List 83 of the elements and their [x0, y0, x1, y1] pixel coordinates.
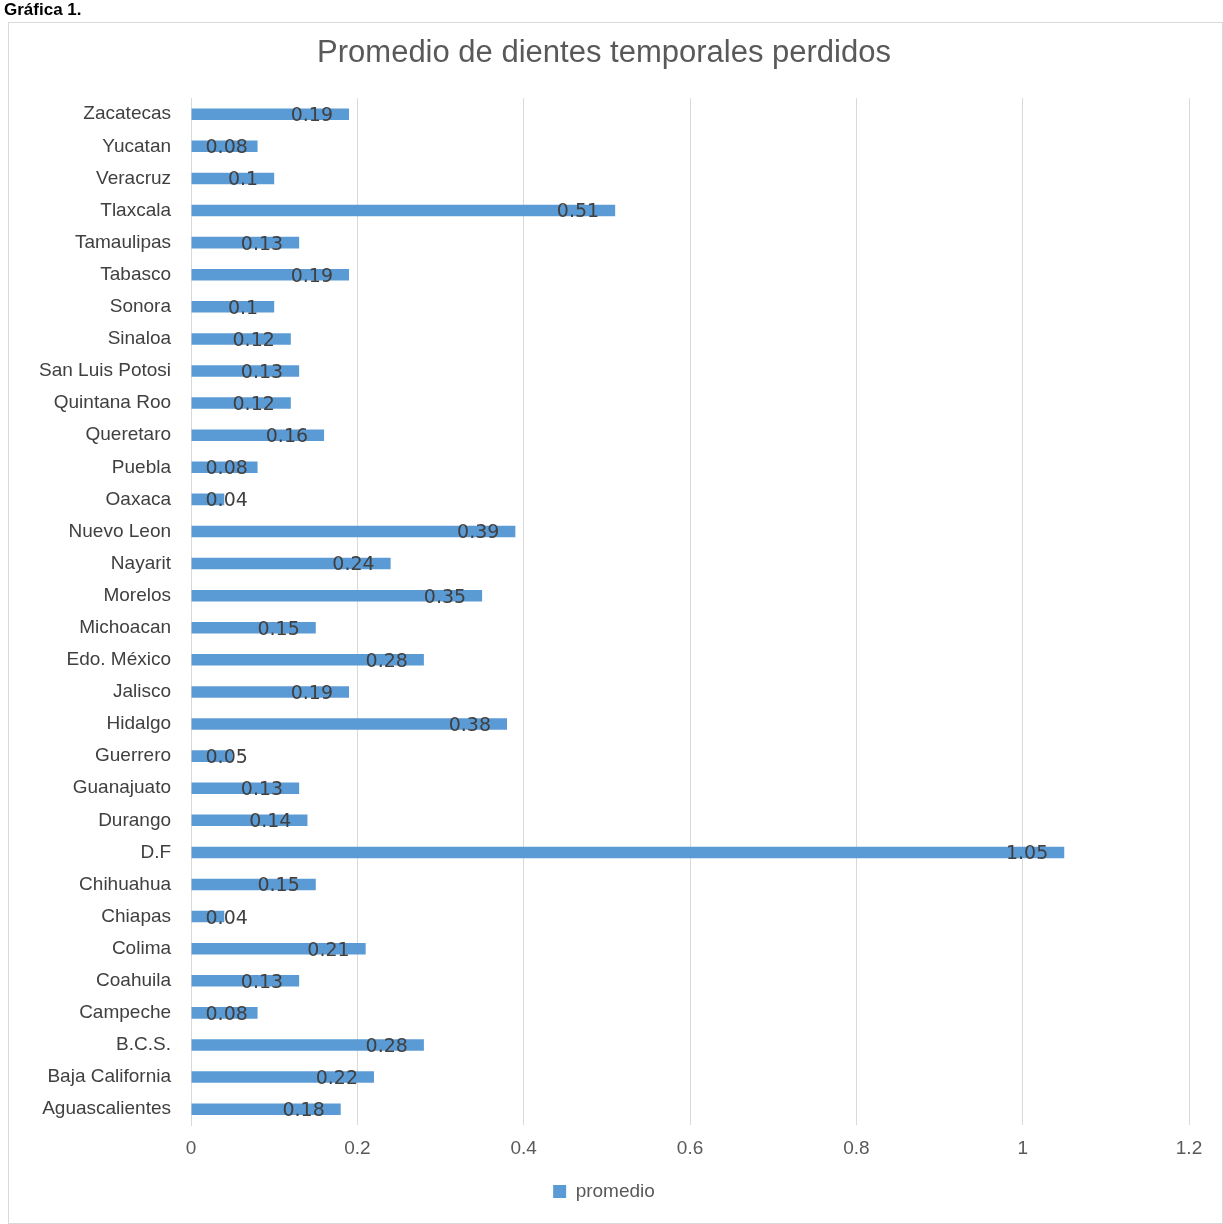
y-tick-label: Quintana Roo: [53, 391, 172, 413]
data-label: 0.19: [290, 680, 334, 703]
x-tick-label: 0.8: [843, 1136, 870, 1158]
y-tick-label: Campeche: [79, 1001, 172, 1023]
y-tick-label: Morelos: [103, 583, 172, 605]
x-tick-label: 0: [185, 1136, 197, 1158]
x-tick-label: 0.6: [676, 1136, 704, 1158]
y-tick-label: Tabasco: [100, 262, 172, 284]
y-tick-label: Queretaro: [85, 423, 172, 445]
data-label: 0.15: [257, 616, 300, 639]
data-label: 0.19: [290, 103, 334, 126]
bar: [191, 621, 316, 634]
data-label: 0.12: [232, 327, 275, 350]
x-tick-label: 0.4: [510, 1136, 538, 1158]
y-tick-label: Nayarit: [110, 551, 172, 573]
data-label: 0.1: [227, 295, 259, 318]
data-label: 0.28: [365, 1033, 408, 1056]
x-tick-label: 1.2: [1175, 1136, 1203, 1158]
bar: [191, 718, 508, 730]
data-label: 0.22: [315, 1066, 358, 1088]
bar: [191, 1039, 424, 1051]
y-tick-label: Tamaulipas: [74, 230, 172, 252]
bar: [191, 525, 516, 538]
data-label: 0.35: [423, 584, 467, 607]
data-label: 0.08: [205, 456, 248, 479]
y-tick-label: Aguascalientes: [42, 1097, 172, 1119]
bar: [191, 589, 483, 602]
bar: [191, 654, 424, 666]
bar: [191, 204, 616, 217]
y-tick-label: Veracruz: [96, 166, 172, 188]
data-label: 0.15: [257, 873, 300, 896]
data-label: 0.21: [307, 937, 350, 960]
y-tick-label: B.C.S.: [116, 1033, 172, 1055]
data-label: 0.38: [448, 712, 492, 735]
y-tick-label: Michoacan: [79, 615, 172, 637]
y-tick-label: D.F: [140, 840, 172, 862]
data-label: 0.24: [332, 552, 375, 575]
data-label: 0.16: [265, 424, 309, 447]
data-label: 0.28: [365, 648, 408, 671]
y-tick-label: Zacatecas: [83, 102, 172, 124]
data-label: 0.13: [240, 359, 284, 382]
bar: [191, 1103, 341, 1115]
data-label: 0.12: [232, 392, 275, 415]
data-label: 0.08: [205, 135, 248, 158]
x-tick-label: 1: [1017, 1136, 1028, 1158]
y-tick-label: Durango: [98, 808, 172, 830]
data-label: 1.05: [1005, 841, 1049, 864]
y-tick-label: Jalisco: [112, 680, 172, 702]
y-tick-label: Baja California: [47, 1065, 172, 1087]
y-tick-label: Oaxaca: [105, 487, 172, 509]
y-tick-label: Yucatan: [102, 134, 172, 156]
y-tick-label: Colima: [111, 936, 172, 958]
data-label: 0.18: [282, 1098, 325, 1121]
y-tick-label: Chiapas: [101, 904, 172, 926]
bar: [191, 686, 350, 698]
chart-title: Promedio de dientes temporales perdidos: [317, 34, 891, 70]
data-label: 0.1: [227, 167, 259, 190]
x-tick-label: 0.2: [344, 1136, 371, 1158]
legend-label: promedio: [575, 1179, 655, 1201]
y-tick-label: Tlaxcala: [100, 198, 172, 220]
data-label: 0.13: [240, 969, 284, 992]
y-tick-label: Nuevo Leon: [68, 519, 172, 541]
data-label: 0.08: [205, 1001, 248, 1024]
data-label: 0.19: [290, 263, 334, 286]
y-tick-label: Edo. México: [66, 648, 172, 670]
data-label: 0.14: [249, 809, 292, 832]
data-label: 0.13: [240, 231, 284, 254]
bar: [191, 108, 350, 121]
y-tick-label: Puebla: [111, 455, 172, 477]
bar: [191, 1071, 374, 1083]
bar: [191, 846, 1065, 859]
y-tick-label: Sonora: [109, 295, 172, 317]
y-tick-label: Hidalgo: [106, 712, 172, 734]
y-tick-label: Coahuila: [96, 969, 172, 991]
y-tick-label: Sinaloa: [107, 327, 172, 349]
text: Gráfica 1.: [4, 0, 82, 20]
data-label: 0.13: [240, 777, 284, 800]
y-tick-label: Guerrero: [94, 744, 172, 766]
data-label: 0.39: [457, 520, 500, 543]
data-label: 0.51: [556, 199, 600, 222]
y-tick-label: San Luis Potosi: [38, 359, 172, 381]
y-tick-label: Guanajuato: [72, 776, 172, 798]
y-tick-label: Chihuahua: [79, 872, 172, 894]
